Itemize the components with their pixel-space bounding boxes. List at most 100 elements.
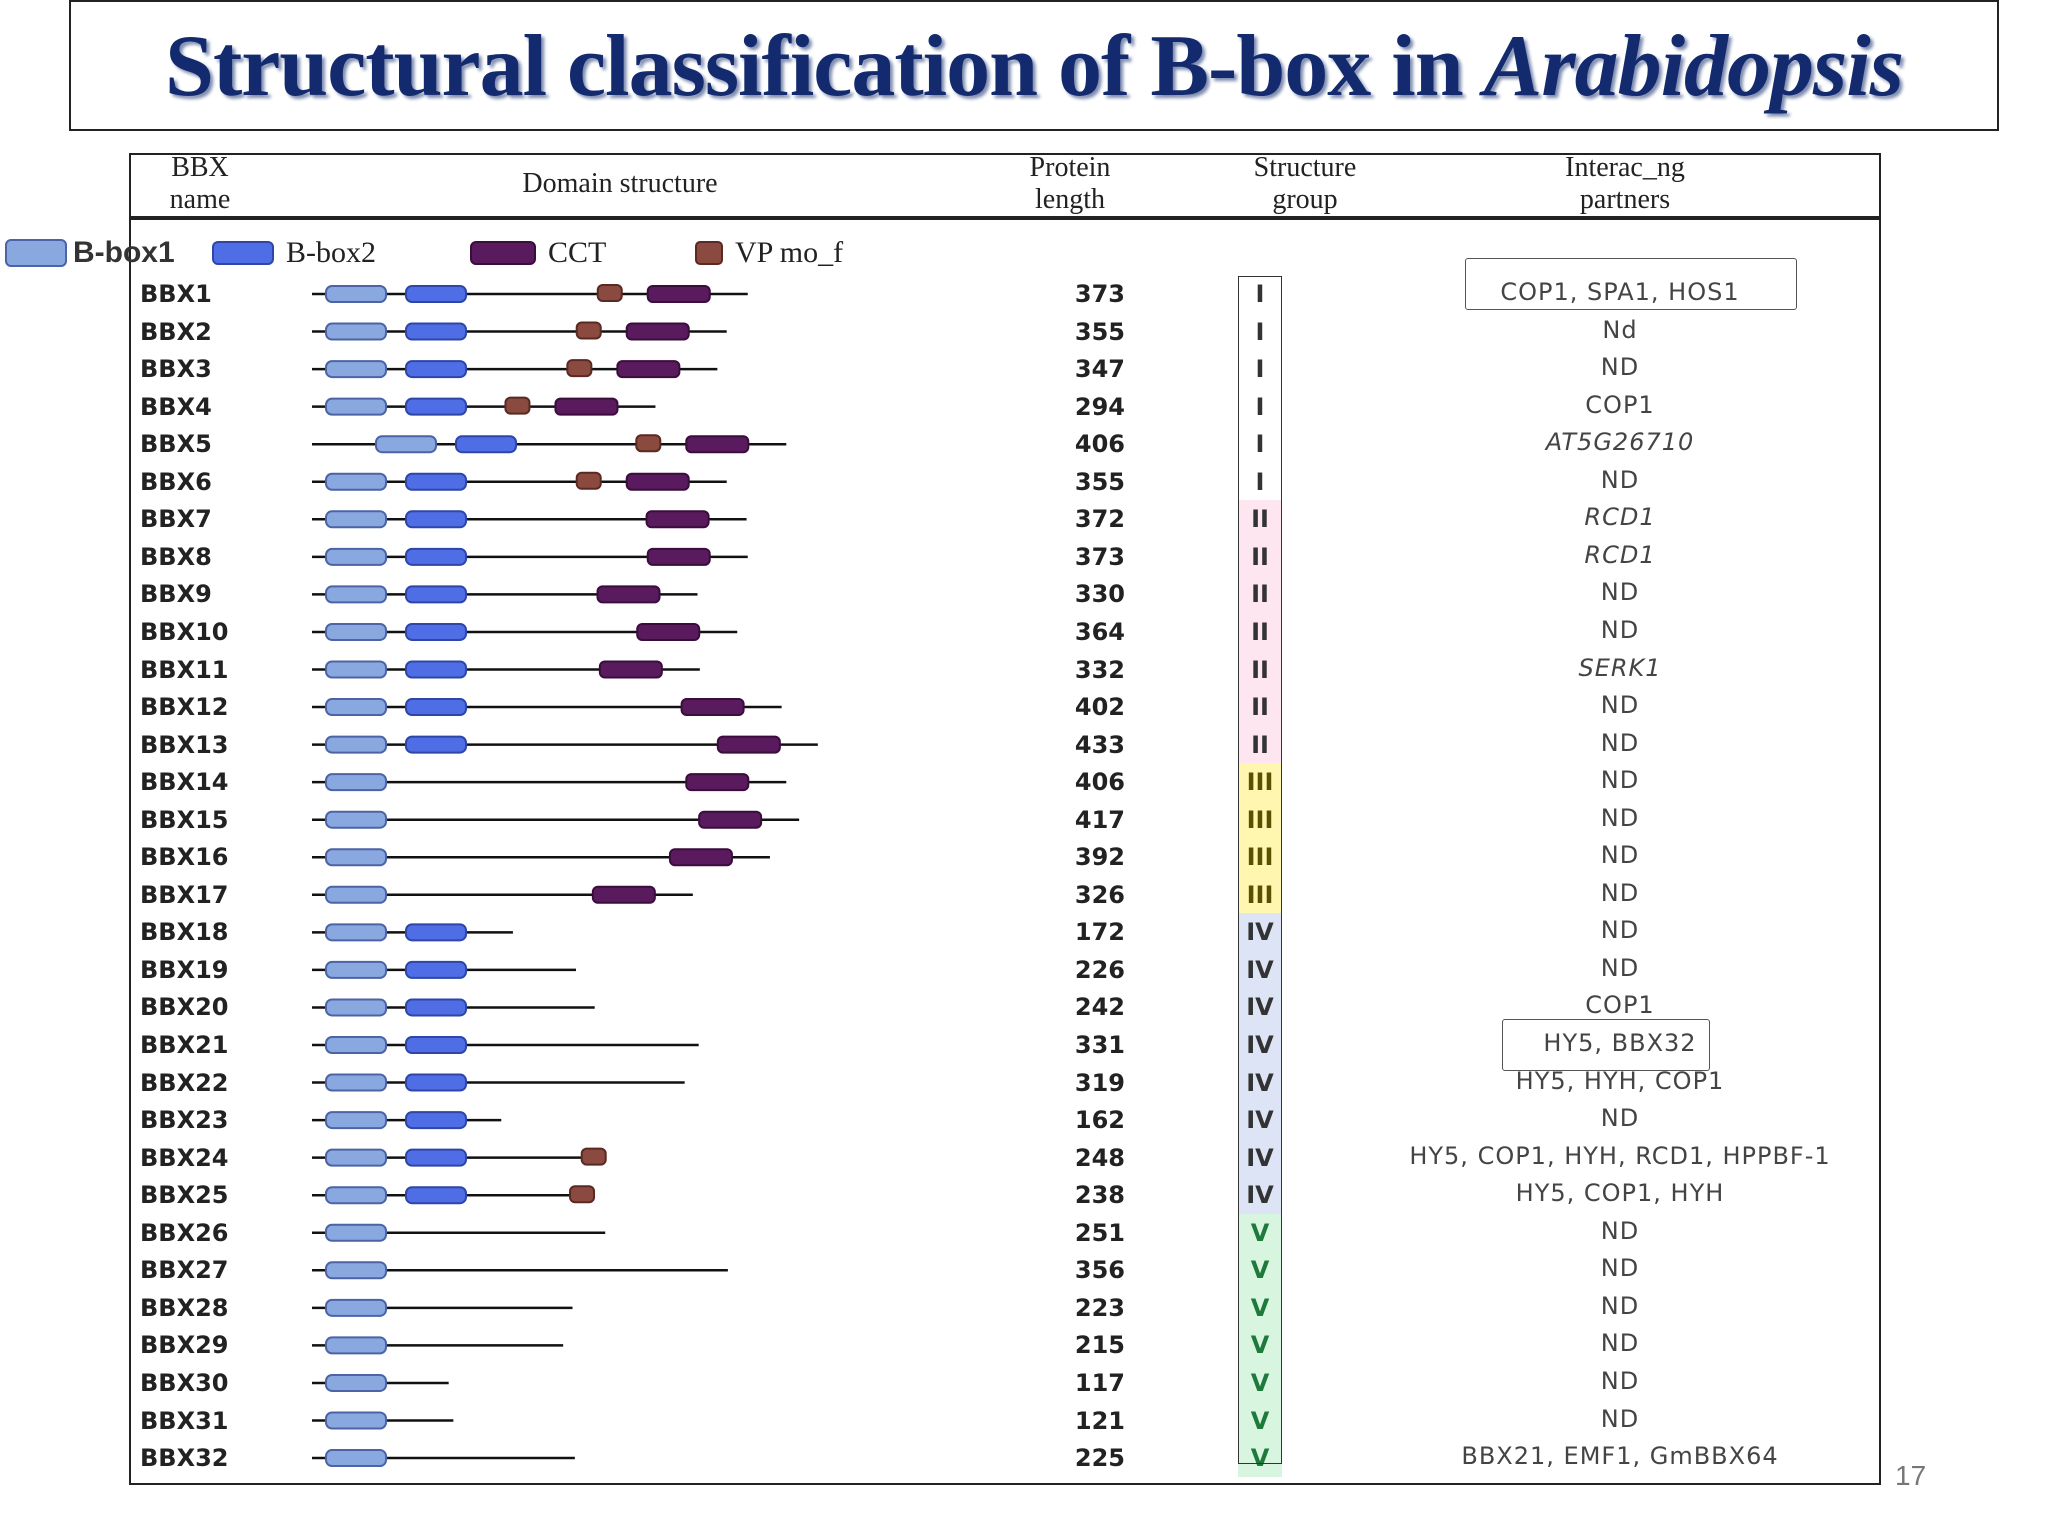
bbx-name: BBX16 — [140, 843, 229, 872]
structure-group-cell: II — [1238, 725, 1282, 764]
legend-bbox2: B-box2 — [212, 236, 376, 270]
cct-domain — [685, 435, 750, 454]
vp-motif-domain — [504, 396, 531, 415]
structure-group-cell: III — [1238, 875, 1282, 914]
vp-motif-domain — [596, 284, 623, 302]
structure-group-cell: II — [1238, 537, 1282, 576]
protein-length: 372 — [1074, 505, 1125, 534]
cct-domain — [646, 547, 711, 566]
bbox1-domain — [325, 472, 387, 491]
structure-group-cell: III — [1238, 763, 1282, 802]
bbx-name: BBX1 — [140, 280, 212, 308]
bbox1-domain — [325, 735, 387, 754]
bbx-name: BBX26 — [140, 1218, 229, 1247]
protein-length: 392 — [1074, 843, 1125, 872]
structure-group-cell: IV — [1238, 1063, 1282, 1102]
legend-vp-label: VP mo_f — [735, 236, 844, 269]
protein-length: 117 — [1074, 1368, 1125, 1397]
bbox1-domain — [325, 1411, 387, 1430]
bbox2-domain — [405, 1186, 467, 1205]
interacting-partners: RCD1 — [1584, 540, 1656, 569]
bbx-name: BBX18 — [140, 918, 229, 947]
bbox1-domain — [325, 1223, 387, 1242]
structure-group-cell: IV — [1238, 1138, 1282, 1177]
legend-cct-label: CCT — [548, 236, 607, 269]
interacting-partners: ND — [1600, 615, 1640, 644]
bbx-name: BBX23 — [140, 1106, 229, 1135]
structure-group-cell: II — [1238, 612, 1282, 651]
bbx-name: BBX19 — [140, 955, 229, 984]
bbox2-domain — [405, 397, 467, 416]
bbx-name: BBX14 — [140, 768, 229, 797]
interacting-partners: ND — [1600, 803, 1640, 832]
slide-title: Structural classification of B-box in Ar… — [71, 16, 1997, 117]
structure-group-cell: III — [1238, 800, 1282, 839]
vp-motif-domain — [566, 359, 593, 378]
structure-group-cell: I — [1238, 312, 1282, 351]
cct-domain — [636, 622, 701, 641]
structure-group-cell: IV — [1238, 988, 1282, 1027]
bbox2-domain — [405, 698, 467, 717]
bbx-name: BBX21 — [140, 1031, 229, 1059]
bbox2-swatch-icon — [212, 241, 274, 265]
bbox1-domain — [325, 848, 387, 867]
protein-length: 226 — [1074, 955, 1125, 984]
interacting-partners: ND — [1600, 1254, 1640, 1283]
protein-length: 238 — [1074, 1181, 1125, 1210]
bbox1-domain — [325, 923, 387, 942]
structure-group-cell: V — [1238, 1326, 1282, 1365]
protein-length: 355 — [1074, 317, 1125, 346]
interacting-partners: ND — [1600, 691, 1640, 720]
bbox2-domain — [405, 1036, 467, 1054]
protein-length: 319 — [1074, 1068, 1125, 1097]
bbox2-domain — [405, 360, 467, 379]
highlight-box-bbx21-partners — [1502, 1019, 1710, 1071]
protein-length: 251 — [1074, 1218, 1125, 1247]
bbx-name: BBX7 — [140, 505, 212, 534]
bbx-name: BBX31 — [140, 1406, 229, 1435]
header-interacting-partners: Interac_ng partners — [1565, 152, 1685, 215]
bbox2-domain — [405, 622, 467, 641]
bbox1-domain — [325, 1036, 387, 1054]
cct-domain — [646, 285, 711, 303]
structure-group-cell: II — [1238, 650, 1282, 689]
bbx-name: BBX28 — [140, 1293, 229, 1322]
structure-group-cell: IV — [1238, 1026, 1282, 1064]
cct-domain — [685, 773, 750, 792]
cct-domain — [616, 360, 681, 379]
interacting-partners: COP1 — [1585, 991, 1655, 1020]
legend-bbox1: B-box1 — [5, 236, 175, 270]
header-divider — [129, 216, 1881, 220]
bbox2-domain — [405, 735, 467, 754]
bbox1-domain — [325, 810, 387, 829]
interacting-partners: ND — [1600, 1291, 1640, 1320]
vp-motif-domain — [580, 1147, 607, 1166]
legend-cct: CCT — [470, 236, 606, 270]
bbox1-swatch-icon — [5, 239, 67, 267]
bbox1-domain — [325, 510, 387, 529]
bbx-name: BBX32 — [140, 1444, 229, 1473]
protein-length: 347 — [1074, 355, 1125, 384]
interacting-partners: COP1, SPA1, HOS1 — [1500, 278, 1740, 306]
protein-length: 406 — [1074, 768, 1125, 797]
bbox1-domain — [325, 1111, 387, 1130]
protein-length: 406 — [1074, 430, 1125, 459]
structure-group-cell: IV — [1238, 950, 1282, 989]
header-protein-length: Protein length — [1029, 152, 1111, 215]
bbx-name: BBX9 — [140, 580, 212, 609]
bbox1-domain — [325, 1373, 387, 1392]
bbx-name: BBX24 — [140, 1143, 229, 1172]
protein-length: 326 — [1074, 880, 1125, 909]
protein-length: 364 — [1074, 617, 1125, 646]
title-species: Arabidopsis — [1483, 18, 1904, 115]
interacting-partners: ND — [1600, 1366, 1640, 1395]
bbox1-domain — [325, 360, 387, 379]
table-frame — [129, 153, 1881, 1485]
bbox2-domain — [405, 1111, 467, 1130]
header-structure-group: Structure group — [1253, 152, 1357, 215]
cct-swatch-icon — [470, 241, 536, 265]
protein-length: 248 — [1074, 1143, 1125, 1172]
protein-length: 355 — [1074, 467, 1125, 496]
interacting-partners: ND — [1600, 953, 1640, 982]
bbox1-domain — [325, 773, 387, 792]
